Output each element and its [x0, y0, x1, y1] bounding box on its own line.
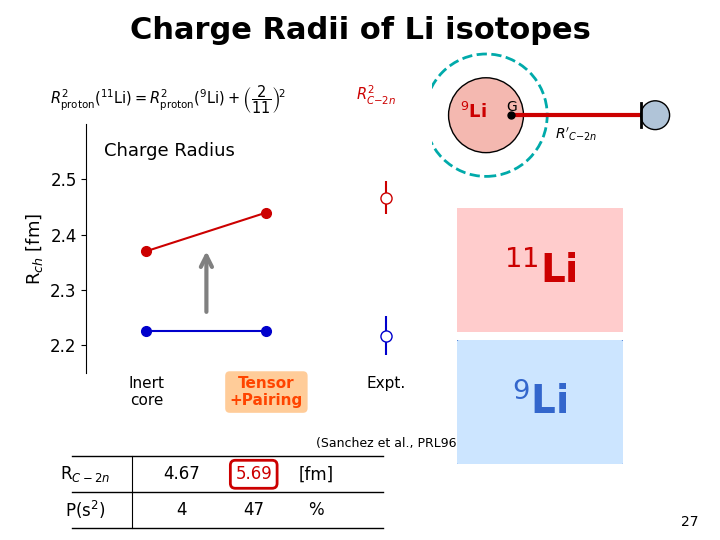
Text: 5.69: 5.69 [235, 465, 272, 483]
Text: Tensor
+Pairing: Tensor +Pairing [230, 376, 303, 408]
Text: 4.67: 4.67 [163, 465, 199, 483]
Circle shape [449, 78, 523, 153]
Text: 27: 27 [681, 515, 698, 529]
Text: R$_{C-2n}$: R$_{C-2n}$ [60, 464, 110, 484]
Text: G: G [506, 99, 516, 113]
Text: Expt.: Expt. [366, 376, 406, 391]
FancyBboxPatch shape [454, 338, 626, 467]
Text: [fm]: [fm] [298, 465, 333, 483]
Text: $^{9}$Li: $^{9}$Li [512, 382, 568, 422]
Circle shape [641, 101, 670, 130]
Text: $R^2_{\rm proton}(^{11}{\rm Li}) = R^2_{\rm proton}(^{9}{\rm Li}) + \left(\dfrac: $R^2_{\rm proton}(^{11}{\rm Li}) = R^2_{… [50, 84, 287, 116]
FancyBboxPatch shape [454, 205, 626, 335]
Text: Inert
core: Inert core [128, 376, 164, 408]
Text: Charge Radius: Charge Radius [104, 141, 235, 160]
Text: $^{9}$Li: $^{9}$Li [460, 102, 487, 122]
Y-axis label: R$_{ch}$ [fm]: R$_{ch}$ [fm] [24, 212, 45, 285]
Text: $^{11}$Li: $^{11}$Li [503, 251, 577, 289]
Text: P(s$^2$): P(s$^2$) [65, 499, 105, 521]
Text: 47: 47 [243, 501, 264, 519]
Text: $R'_{C\mathsf{-}2n}$: $R'_{C\mathsf{-}2n}$ [555, 126, 597, 144]
Text: $R^2_{C\mathsf{-}2n}$: $R^2_{C\mathsf{-}2n}$ [356, 84, 397, 107]
Text: (Sanchez et al., PRL96('06)): (Sanchez et al., PRL96('06)) [316, 437, 490, 450]
Text: %: % [308, 501, 324, 519]
Text: 4: 4 [176, 501, 186, 519]
Text: Charge Radii of Li isotopes: Charge Radii of Li isotopes [130, 16, 590, 45]
